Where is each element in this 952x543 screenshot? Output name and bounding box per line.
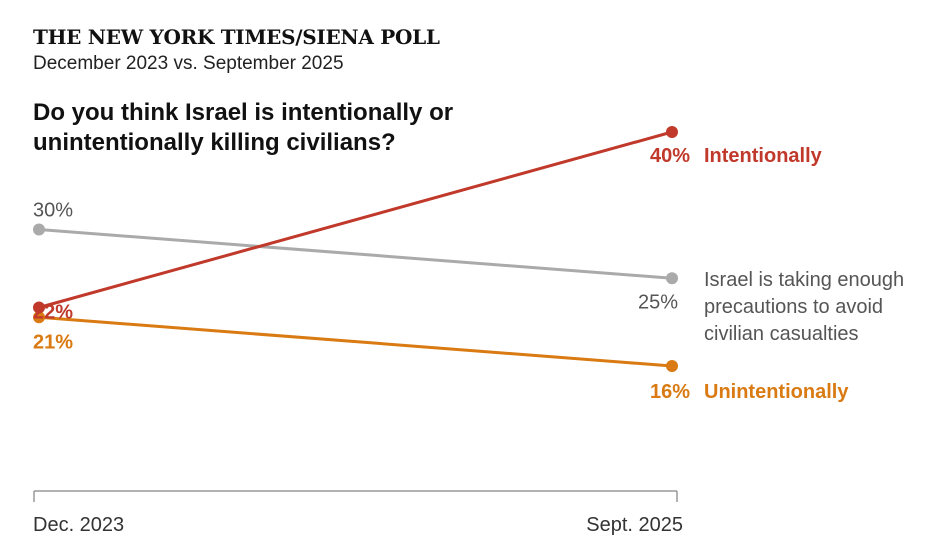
series-line-unintentionally: [37, 315, 674, 368]
value-label-unintentionally-sept-2025: 16%: [650, 381, 690, 403]
series-label-unintentionally: Unintentionally: [704, 381, 849, 403]
data-point-unintentionally-sept-2025: [666, 360, 678, 372]
x-axis: Dec. 2023 Sept. 2025: [33, 490, 683, 536]
value-label-israel-sept-2025: 25%: [638, 291, 678, 313]
chart-marks: 22% 40% Intentionally 30% 25% Israel is takin…: [33, 126, 904, 403]
data-point-israel-sept-2025: [666, 272, 678, 285]
data-point-unintentionally-dec-2023: [33, 311, 45, 324]
series-label-israel-line-1: Israel is taking enough: [704, 269, 904, 291]
chart-question-line-2: unintentionally killing civilians?: [33, 129, 396, 156]
data-point-israel-dec-2023: [33, 223, 45, 236]
chart-source: THE NEW YORK TIMES/SIENA POLL: [33, 25, 440, 49]
series-line-israel: [37, 228, 674, 280]
value-label-unintentionally-dec-2023: 21%: [33, 331, 73, 353]
value-label-intentionally-sept-2025: 40%: [650, 145, 690, 167]
value-label-intentionally-dec-2023: 22%: [33, 302, 73, 324]
data-point-intentionally-sept-2025: [666, 126, 678, 138]
x-tick-label-dec-2023: Dec. 2023: [33, 514, 124, 536]
value-label-israel-dec-2023: 30%: [33, 200, 73, 222]
x-tick-label-sept-2025: Sept. 2025: [586, 514, 683, 536]
chart-question-line-1: Do you think Israel is intentionally or: [33, 99, 453, 126]
data-point-intentionally-dec-2023: [33, 301, 45, 314]
chart-subtitle: December 2023 vs. September 2025: [33, 53, 344, 74]
series-label-intentionally: Intentionally: [704, 145, 823, 167]
series-line-intentionally: [37, 130, 674, 309]
series-label-israel-line-2: precautions to avoid: [704, 296, 883, 318]
series-label-israel-line-3: civilian casualties: [704, 323, 859, 345]
